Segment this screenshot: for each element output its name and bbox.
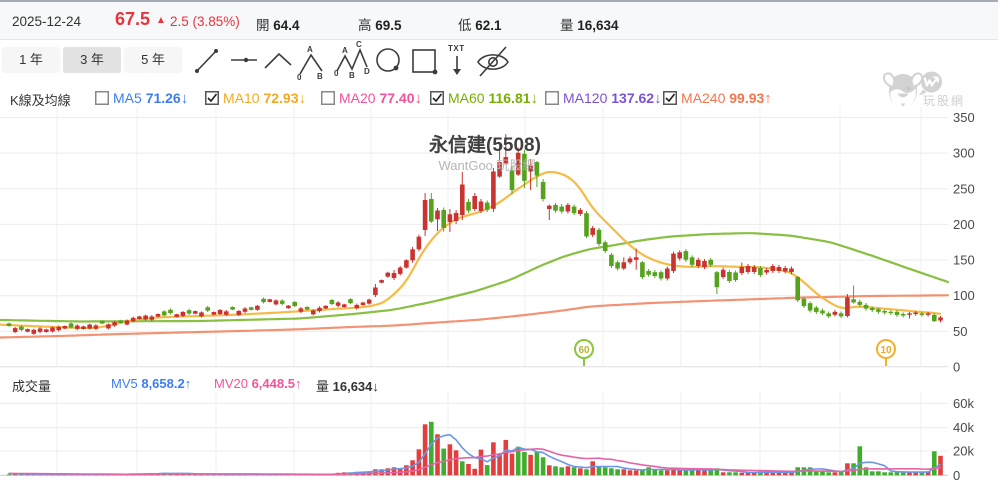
svg-text:300: 300 (953, 146, 975, 161)
svg-text:TXT: TXT (448, 44, 465, 53)
svg-text:0: 0 (953, 468, 960, 482)
svg-text:D: D (364, 67, 370, 76)
svg-text:B: B (317, 72, 323, 81)
svg-text:200: 200 (953, 217, 975, 232)
svg-text:20k: 20k (953, 444, 974, 459)
svg-text:60k: 60k (953, 396, 974, 411)
svg-text:WantGoo 玩股網: WantGoo 玩股網 (438, 158, 535, 173)
svg-text:永信建(5508): 永信建(5508) (428, 133, 541, 156)
svg-text:0: 0 (297, 73, 302, 82)
svg-text:50: 50 (953, 324, 967, 339)
svg-text:0: 0 (953, 359, 960, 374)
svg-text:150: 150 (953, 253, 975, 268)
svg-text:C: C (356, 40, 362, 49)
svg-text:A: A (307, 45, 313, 54)
svg-text:B: B (349, 71, 355, 80)
svg-text:0: 0 (334, 69, 339, 78)
svg-text:250: 250 (953, 181, 975, 196)
svg-text:350: 350 (953, 110, 975, 125)
svg-text:40k: 40k (953, 420, 974, 435)
svg-text:A: A (342, 46, 348, 55)
svg-text:60: 60 (578, 345, 590, 356)
svg-text:玩股網: 玩股網 (923, 94, 965, 108)
svg-text:10: 10 (880, 345, 892, 356)
svg-text:100: 100 (953, 288, 975, 303)
